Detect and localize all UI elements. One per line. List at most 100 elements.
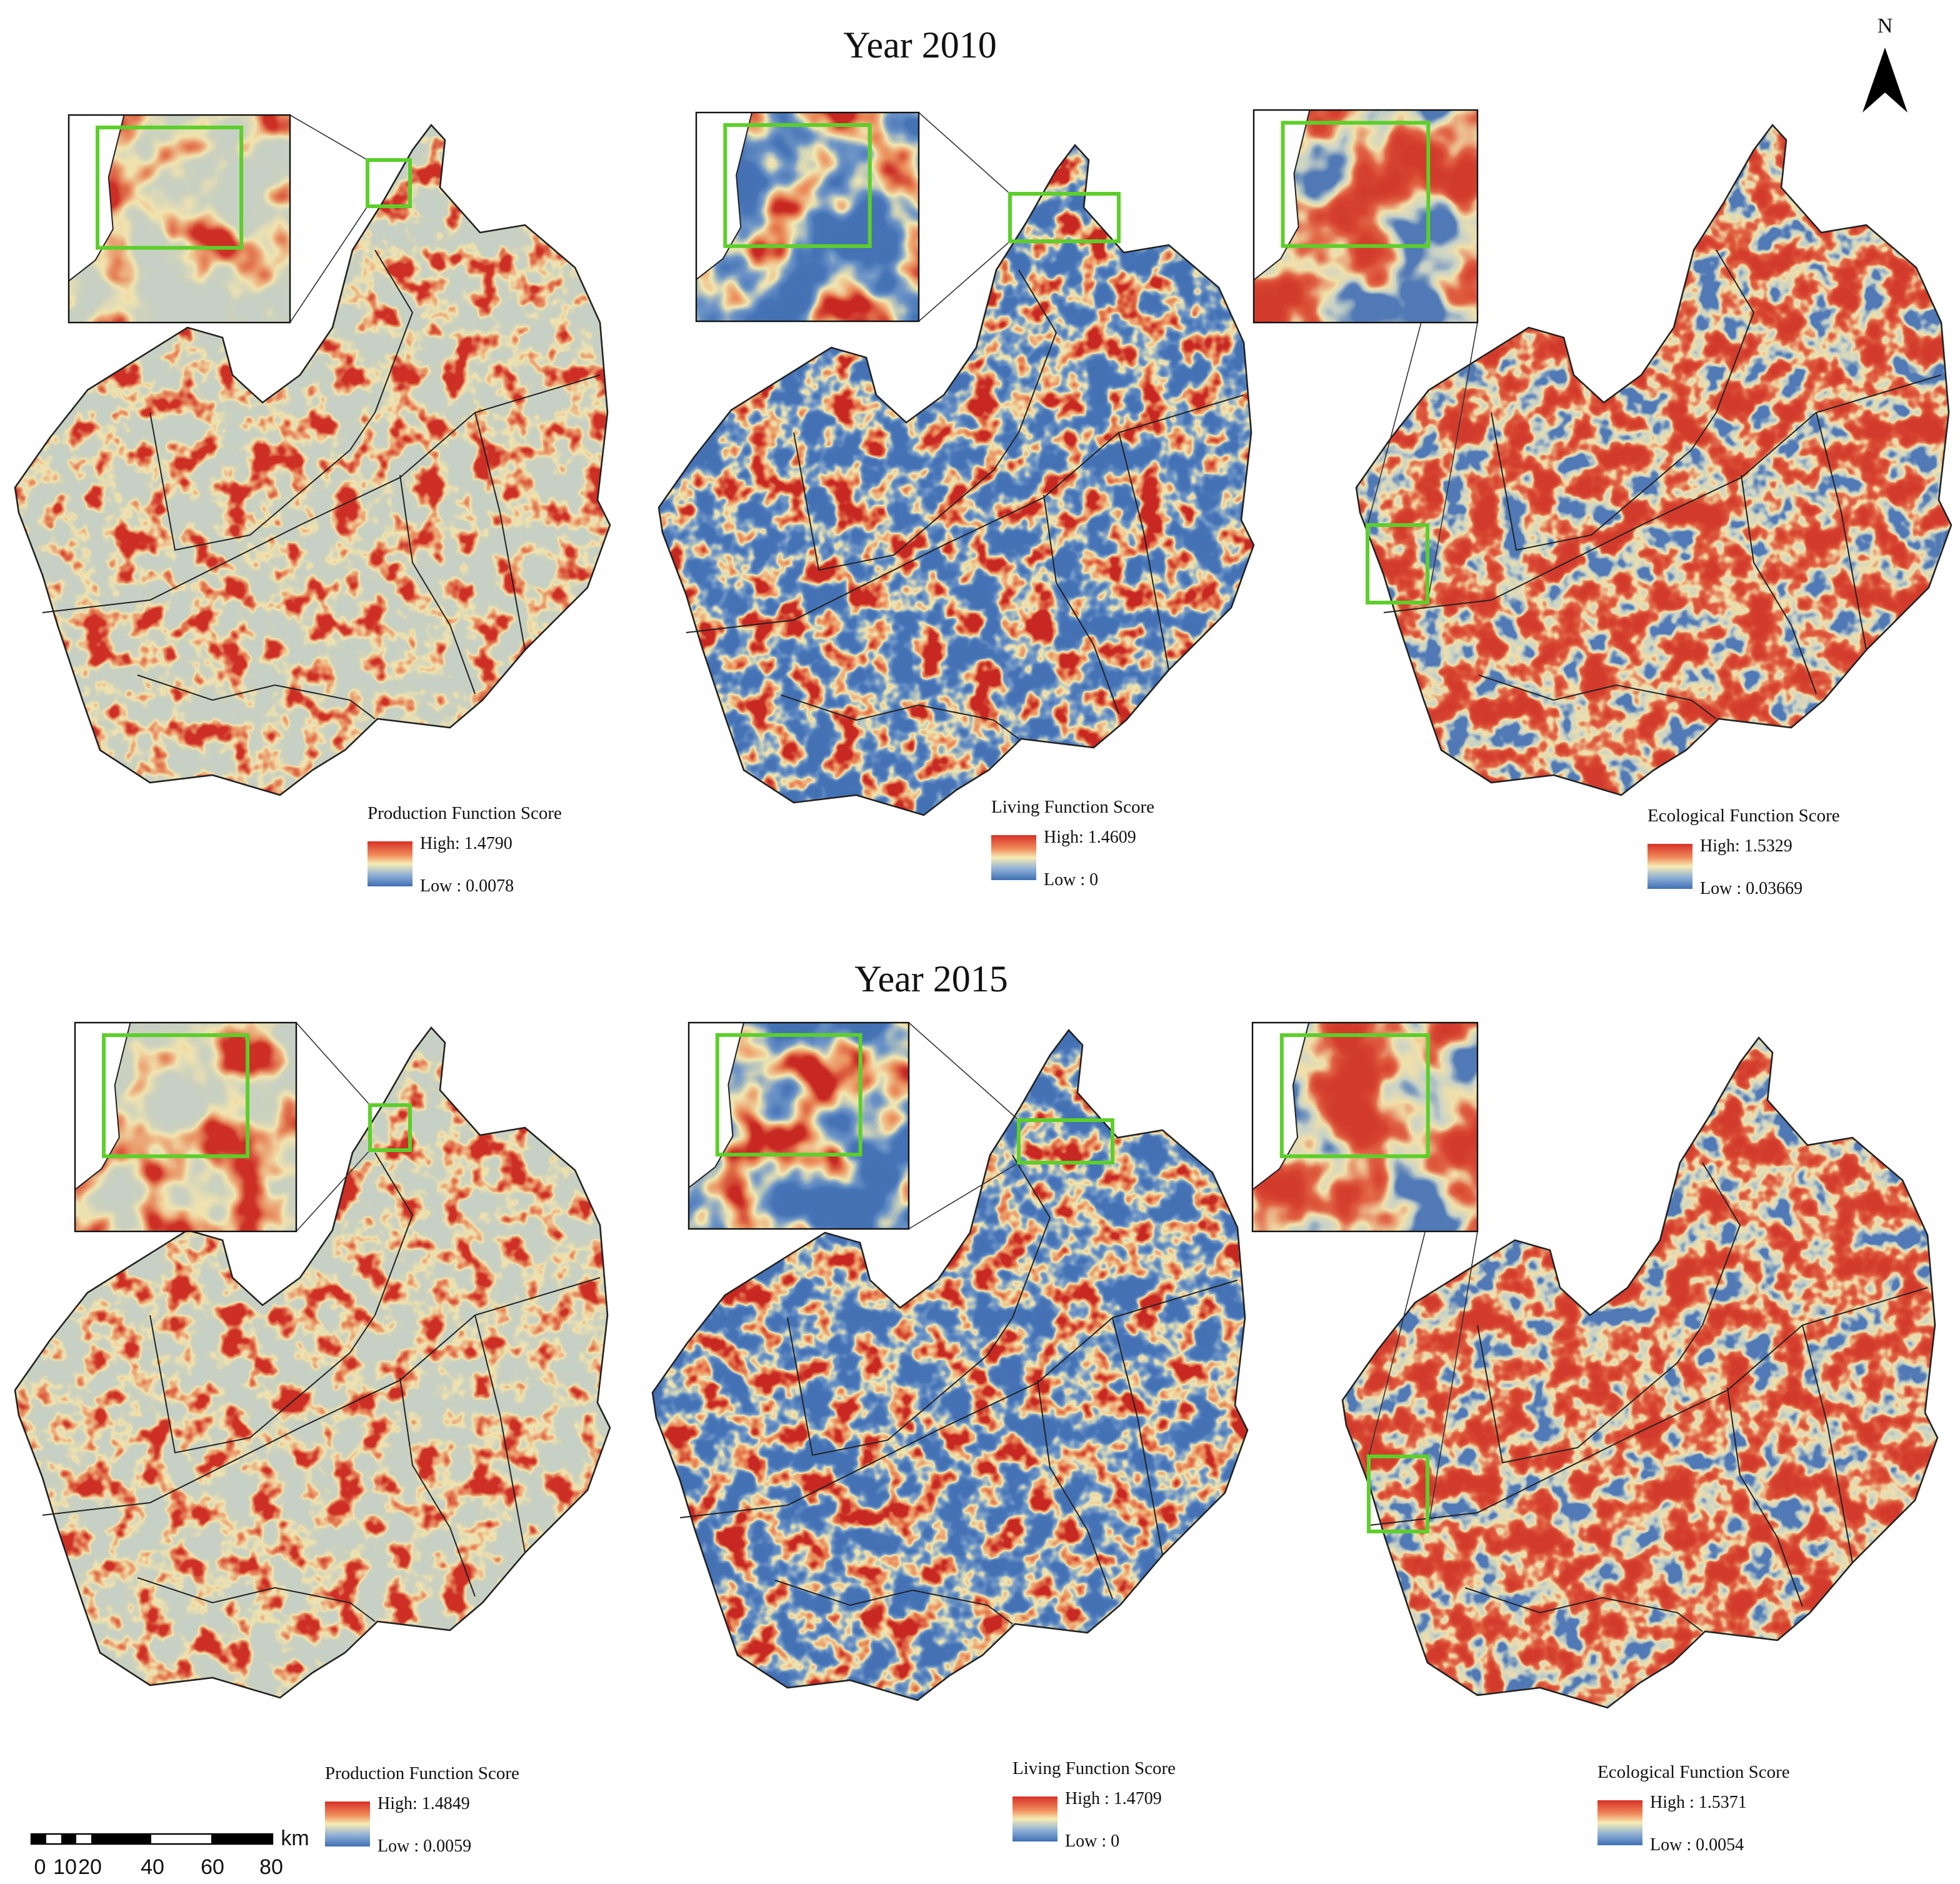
north-arrow-shape	[1862, 48, 1908, 113]
district-boundary	[1383, 374, 1942, 613]
region-outline	[14, 1026, 611, 1699]
district-boundary	[399, 1377, 476, 1597]
region-outline	[658, 143, 1255, 816]
district-boundary	[1741, 474, 1817, 694]
district-boundary	[137, 674, 376, 719]
map-highlight	[1017, 1118, 1114, 1165]
inset-highlight	[96, 125, 244, 250]
legend-swatch	[325, 1801, 370, 1846]
leader-line	[918, 112, 1011, 194]
leader-line	[1427, 1231, 1478, 1532]
district-boundary	[1702, 1162, 1741, 1326]
legend: Living Function Score High : 1.4709 Low : …	[1012, 1758, 1176, 1851]
inset-frame	[688, 1021, 910, 1230]
leader-line	[296, 1022, 371, 1106]
region-outline	[1355, 123, 1952, 796]
district-boundary	[1012, 1155, 1051, 1318]
region-outline	[14, 123, 611, 796]
legend-low: Low : 0.0078	[420, 876, 514, 896]
legend-title: Living Function Score	[991, 797, 1154, 817]
region-outline	[1341, 1036, 1939, 1709]
leader-line	[908, 1022, 1019, 1121]
legend-title: Ecological Function Score	[1598, 1762, 1790, 1782]
legend-swatch	[1012, 1796, 1058, 1841]
legend-low: Low : 0.0054	[1650, 1835, 1744, 1855]
legends: Production Function Score High: 1.4790 Low…	[325, 797, 1840, 1856]
district-boundary	[1816, 412, 1867, 651]
map-highlight	[366, 158, 412, 208]
legend-swatch	[368, 841, 412, 886]
leader-line	[908, 1162, 1019, 1230]
scale-segment	[31, 1834, 46, 1844]
district-boundary	[1043, 494, 1119, 714]
district-boundary	[1369, 1287, 1928, 1526]
legend: Production Function Score High: 1.4849 Low…	[325, 1763, 519, 1856]
district-boundary	[1802, 1325, 1853, 1563]
inset-highlight	[715, 1033, 862, 1157]
district-boundary	[1716, 249, 1755, 413]
north-label: N	[1878, 14, 1893, 38]
inset-highlight	[102, 1033, 250, 1158]
leader-line	[289, 206, 368, 323]
scale-label: 80	[259, 1855, 283, 1879]
district-boundary	[1491, 412, 1717, 551]
legend: Production Function Score High: 1.4790 Low…	[368, 803, 562, 896]
district-boundary	[1112, 1317, 1163, 1556]
map-highlight	[1367, 1455, 1429, 1533]
scale-label: 0	[34, 1855, 46, 1879]
district-boundary	[474, 1315, 526, 1553]
district-boundary	[42, 374, 601, 613]
legend-swatch	[991, 835, 1036, 880]
district-boundary	[42, 1277, 601, 1516]
legend-low: Low : 0.0059	[378, 1836, 471, 1856]
legend: Ecological Function Score High: 1.5329 Low…	[1648, 806, 1840, 898]
legend-high: High: 1.4849	[378, 1794, 470, 1813]
legend-high: High : 1.5371	[1650, 1793, 1747, 1812]
leader-line	[296, 1150, 371, 1232]
inset-highlight	[1281, 121, 1431, 248]
panel-title: Year 2015	[854, 958, 1008, 1000]
scale-label: 10	[53, 1855, 77, 1879]
map-highlight	[1366, 523, 1429, 604]
district-boundary	[1118, 432, 1169, 671]
legend-swatch	[1598, 1800, 1642, 1845]
district-boundary	[1727, 1387, 1803, 1607]
inset-frame	[695, 111, 920, 323]
district-boundary	[1477, 1325, 1703, 1464]
scale-segment	[211, 1834, 272, 1844]
leader-line	[918, 241, 1011, 322]
legend-title: Production Function Score	[368, 803, 562, 823]
inset-frame	[1251, 1021, 1479, 1233]
leader-line	[1427, 322, 1478, 603]
inset-frame	[68, 114, 291, 324]
district-boundary	[686, 394, 1244, 633]
region-outline	[651, 1028, 1249, 1701]
scale-unit: km	[281, 1826, 309, 1850]
legend-swatch	[1648, 844, 1692, 889]
inset-highlight	[1279, 1033, 1430, 1158]
legend-title: Production Function Score	[325, 1763, 519, 1783]
district-boundary	[1037, 1380, 1113, 1600]
legend-low: Low : 0	[1065, 1831, 1119, 1851]
map-highlight	[1008, 192, 1121, 243]
scale-label: 20	[78, 1855, 102, 1879]
legend-high: High : 1.4709	[1065, 1789, 1162, 1808]
legend-title: Living Function Score	[1012, 1758, 1176, 1778]
legend: Living Function Score High: 1.4609 Low : 0	[991, 797, 1154, 889]
scale-bar: km 0 10 20 40 60 80	[30, 1826, 309, 1879]
legend-low: Low : 0	[1044, 870, 1098, 889]
district-boundary	[793, 432, 1019, 571]
scale-label: 60	[201, 1855, 224, 1879]
district-boundary	[374, 249, 414, 413]
inset-frame	[1252, 109, 1479, 324]
district-boundary	[399, 474, 476, 694]
district-boundary	[774, 1580, 1013, 1625]
scale-label: 40	[141, 1855, 164, 1879]
north-arrow: N	[1862, 14, 1908, 113]
district-boundary	[781, 694, 1019, 739]
scale-segment	[61, 1834, 76, 1844]
district-boundary	[474, 412, 526, 651]
inset-frame	[74, 1021, 298, 1233]
